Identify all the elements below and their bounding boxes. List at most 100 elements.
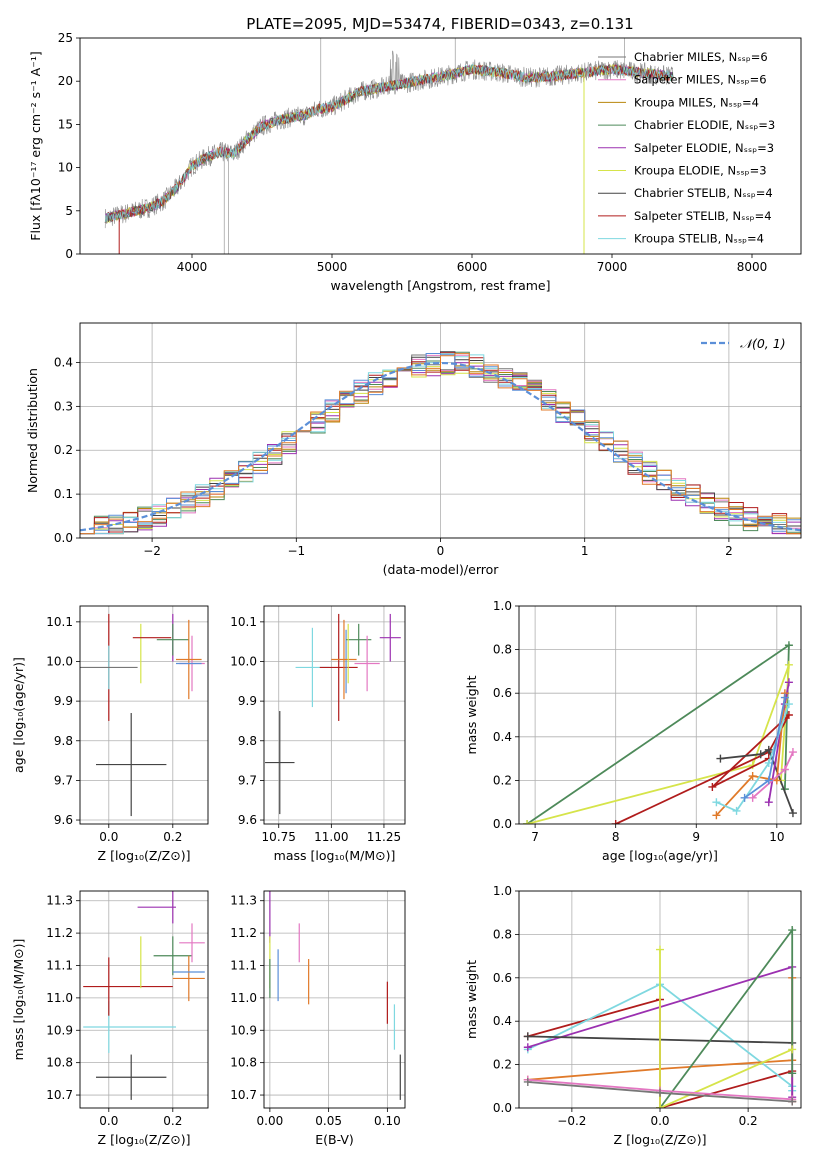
weight-age-line: [526, 664, 790, 824]
age-mass-ytick-label: 10.1: [230, 615, 257, 629]
weight-age-marker: [784, 660, 793, 669]
weight-age-ytick-label: 0.4: [493, 730, 512, 744]
weight-Z-xlabel: Z [log₁₀(Z/Z⊙)]: [614, 1132, 707, 1147]
weight-Z-marker: [788, 1097, 797, 1106]
age-mass-xlabel: mass [log₁₀(M/M⊙)]: [274, 848, 396, 863]
age-Z-ytick-label: 10.1: [46, 615, 73, 629]
weight-age-ytick-label: 0.0: [493, 817, 512, 831]
weight-Z-marker: [523, 1043, 532, 1052]
age-mass-ytick-label: 10.0: [230, 654, 257, 668]
mass-EBV-chart: 0.00 0.05 0.10 10.7 10.8 10.9 11.0 11.1 11.2 11.3…: [230, 890, 406, 1147]
weight-age-marker: [788, 809, 797, 818]
mass-EBV-frame: [263, 890, 406, 1109]
weight-age-ylabel: mass weight: [464, 675, 479, 754]
spectrum-model-salpeter-stelib: [105, 64, 674, 224]
spectrum-data-line: [104, 50, 674, 229]
weight-age-ytick-label: 0.6: [493, 686, 512, 700]
weight-age-marker: [611, 820, 620, 824]
age-Z-ytick-label: 10.0: [46, 654, 73, 668]
mass-Z-ytick-label: 11.1: [46, 958, 73, 972]
mass-EBV-ytick-label: 10.9: [230, 1023, 257, 1037]
mass-Z-ytick-label: 11.3: [46, 894, 73, 908]
age-Z-ytick-label: 9.6: [54, 813, 73, 827]
mass-EBV-ytick-label: 11.2: [230, 926, 257, 940]
mass-EBV-ytick-label: 11.0: [230, 991, 257, 1005]
histogram-extra_orange: [80, 353, 801, 535]
age-Z-xtick-label: 0.2: [163, 830, 182, 844]
mass-Z-ylabel: mass [log₁₀(M/M⊙)]: [11, 939, 26, 1061]
weight-age-chart: 7 8 9 10 0.0 0.2 0.4 0.6 0.8 1.0 age [log₁₀(age/yr…: [464, 599, 802, 863]
normal-reference-curve: [80, 361, 801, 532]
age-Z-ytick-label: 9.7: [54, 773, 73, 787]
spectrum-ytick-label: 25: [58, 31, 73, 45]
age-Z-chart: 0.0 0.2 9.6 9.7 9.8 9.9 10.0 10.1 Z [log₁₀(Z/Z⊙)…: [11, 605, 209, 863]
mass-Z-ytick-label: 10.8: [46, 1056, 73, 1070]
weight-age-marker: [712, 798, 721, 807]
legend-entry: Kroupa ELODIE, Nₛₛₚ=3: [634, 164, 767, 178]
age-mass-xtick-label: 10.75: [262, 830, 296, 844]
mass-Z-plot-area: [80, 891, 208, 1108]
mass-EBV-ytick-label: 11.1: [230, 958, 257, 972]
age-Z-frame: [79, 605, 209, 825]
weight-age-marker: [764, 745, 773, 754]
spectrum-ytick-label: 15: [58, 117, 73, 131]
residuals-plot-area: [80, 323, 801, 538]
weight-age-marker: [784, 700, 793, 709]
spectrum-xtick-label: 5000: [317, 260, 348, 274]
spectrum-ytick-label: 10: [58, 161, 73, 175]
legend-entry: Chabrier ELODIE, Nₛₛₚ=3: [634, 118, 775, 132]
weight-age-xtick-label: 7: [531, 830, 539, 844]
spectrum-xtick-label: 8000: [737, 260, 768, 274]
weight-age-xtick-label: 9: [692, 830, 700, 844]
residuals-xtick-label: 1: [581, 544, 589, 558]
spectrum-xlabel: wavelength [Angstrom, rest frame]: [330, 278, 550, 293]
age-mass-ytick-label: 9.8: [238, 734, 257, 748]
weight-Z-ytick-label: 0.8: [493, 927, 512, 941]
weight-age-xlabel: age [log₁₀(age/yr)]: [602, 848, 718, 863]
mass-Z-ytick-label: 10.7: [46, 1088, 73, 1102]
weight-age-marker: [732, 806, 741, 815]
weight-age-line: [715, 693, 786, 816]
residuals-chart: −2 −1 0 1 2 0.0 0.1 0.2 0.3 0.4 (data-model)/error…: [25, 322, 802, 577]
mass-EBV-xlabel: E(B-V): [315, 1132, 354, 1147]
legend-entry: Salpeter STELIB, Nₛₛₚ=4: [634, 209, 772, 223]
weight-age-line: [720, 748, 794, 814]
weight-Z-ytick-label: 0.2: [493, 1058, 512, 1072]
legend-entry: Chabrier STELIB, Nₛₛₚ=4: [634, 186, 773, 200]
weight-age-marker: [784, 641, 793, 650]
weight-Z-marker: [523, 1077, 532, 1086]
weight-Z-ytick-label: 1.0: [493, 884, 512, 898]
residuals-ytick-label: 0.1: [54, 487, 73, 501]
figure-title: PLATE=2095, MJD=53474, FIBERID=0343, z=0…: [246, 15, 633, 33]
age-mass-ytick-label: 9.6: [238, 813, 257, 827]
weight-Z-line: [659, 949, 793, 1108]
residuals-frame: [79, 322, 802, 539]
weight-Z-ytick-label: 0.0: [493, 1101, 512, 1115]
legend-entry: Kroupa MILES, Nₛₛₚ=4: [634, 95, 759, 109]
spectrum-ytick-label: 0: [65, 247, 73, 261]
age-mass-xtick-label: 11.25: [367, 830, 401, 844]
spectrum-chart: 4000 5000 6000 7000 8000 0 5 10 15 20 25 wavelength…: [28, 31, 802, 293]
residuals-xlabel: (data-model)/error: [383, 562, 500, 577]
weight-age-marker: [764, 776, 773, 785]
weight-Z-marker: [788, 926, 797, 935]
weight-age-plot-area: [519, 606, 801, 824]
weight-age-ytick-label: 0.2: [493, 773, 512, 787]
weight-Z-line: [659, 927, 794, 1108]
residuals-xtick-label: −1: [287, 544, 305, 558]
weight-age-marker: [740, 793, 749, 802]
mass-Z-frame: [79, 890, 209, 1109]
age-mass-ytick-label: 9.9: [238, 694, 257, 708]
weight-age-xtick-label: 8: [612, 830, 620, 844]
mass-Z-ytick-label: 11.2: [46, 926, 73, 940]
mass-Z-xtick-label: 0.2: [163, 1114, 182, 1128]
weight-age-ytick-label: 1.0: [493, 599, 512, 613]
residuals-xtick-label: 0: [437, 544, 445, 558]
weight-age-line: [716, 703, 790, 813]
spectrum-ytick-label: 20: [58, 74, 73, 88]
age-mass-frame: [263, 605, 406, 825]
weight-Z-ytick-label: 0.6: [493, 971, 512, 985]
residuals-xtick-label: 2: [725, 544, 733, 558]
weight-Z-ylabel: mass weight: [464, 960, 479, 1039]
